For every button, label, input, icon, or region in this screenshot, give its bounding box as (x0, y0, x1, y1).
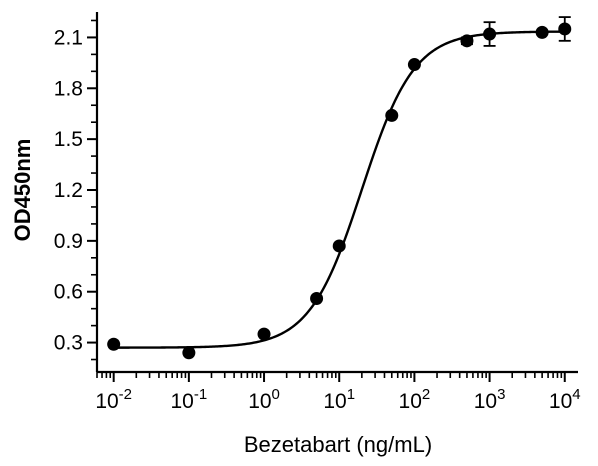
data-point (107, 337, 121, 351)
y-tick-label: 1.8 (54, 77, 83, 100)
y-tick-label: 0.9 (54, 230, 83, 253)
y-tick-label: 0.3 (54, 332, 83, 355)
x-tick-label: 102 (399, 386, 431, 413)
data-point (310, 291, 324, 305)
x-tick-label: 104 (549, 386, 581, 413)
y-axis: 0.3 0.6 0.9 1.2 1.5 1.8 2.1 (54, 12, 99, 372)
y-tick-label: 0.6 (54, 281, 83, 304)
x-tick-label: 100 (248, 386, 280, 413)
y-tick-label: 2.1 (54, 26, 83, 49)
data-point (257, 327, 271, 341)
data-point (385, 108, 399, 122)
x-tick-label: 10-2 (95, 386, 132, 413)
y-axis-title: OD450nm (10, 139, 35, 242)
y-tick-label: 1.5 (54, 128, 83, 151)
fit-curve (113, 30, 565, 349)
data-point (558, 22, 572, 36)
data-point (182, 346, 196, 360)
x-axis: 10-2 10-1 100 101 102 103 104 (95, 370, 581, 413)
data-point (483, 27, 497, 41)
x-axis-title: Bezetabart (ng/mL) (244, 432, 432, 457)
data-point (332, 239, 346, 253)
data-point (407, 58, 421, 72)
y-tick-label: 1.2 (54, 179, 83, 202)
x-tick-label: 101 (323, 386, 355, 413)
x-tick-label: 103 (474, 386, 506, 413)
data-point (460, 34, 474, 48)
data-point (535, 25, 549, 39)
data-points (107, 16, 572, 360)
x-tick-label: 10-1 (171, 386, 208, 413)
